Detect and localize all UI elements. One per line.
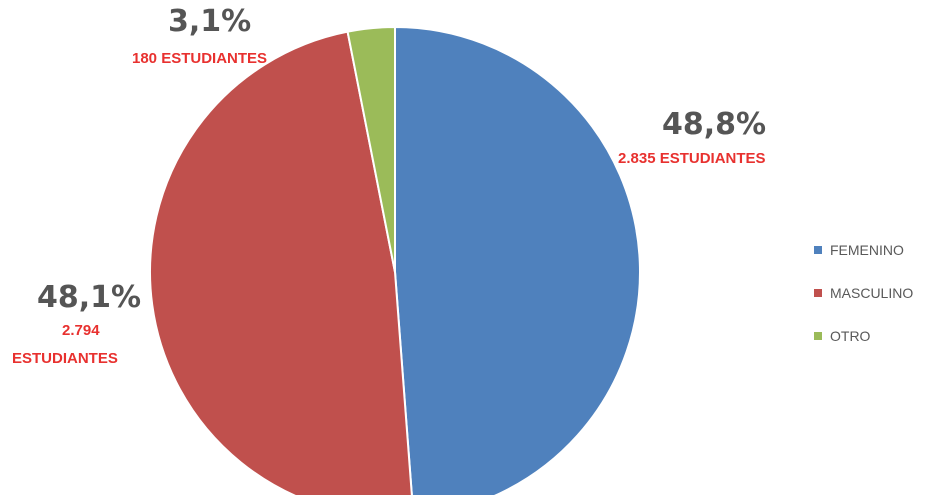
data-label-otro-percent: 3,1% (168, 4, 252, 39)
legend-label-femenino: FEMENINO (830, 242, 904, 258)
data-label-femenino-percent: 48,8% (662, 107, 767, 142)
legend-item-otro: OTRO (814, 326, 913, 346)
legend-label-otro: OTRO (830, 328, 871, 344)
data-label-femenino-count: 2.835 ESTUDIANTES (618, 150, 766, 167)
data-label-masculino-percent: 48,1% (37, 280, 142, 315)
legend-item-masculino: MASCULINO (814, 283, 913, 303)
pie-slice-otro (346, 25, 396, 273)
legend-item-femenino: FEMENINO (814, 240, 913, 260)
data-label-masculino-count-line2: ESTUDIANTES (12, 350, 118, 367)
legend-label-masculino: MASCULINO (830, 285, 914, 301)
legend-swatch-otro (814, 332, 822, 340)
legend: FEMENINO MASCULINO OTRO (814, 240, 913, 369)
data-label-masculino-count-line1: 2.794 (62, 322, 100, 339)
data-label-otro-count: 180 ESTUDIANTES (132, 50, 268, 67)
legend-swatch-femenino (814, 246, 822, 254)
pie-slice-masculino (148, 30, 413, 495)
pie-slice-femenino (394, 25, 641, 495)
legend-swatch-masculino (814, 289, 822, 297)
